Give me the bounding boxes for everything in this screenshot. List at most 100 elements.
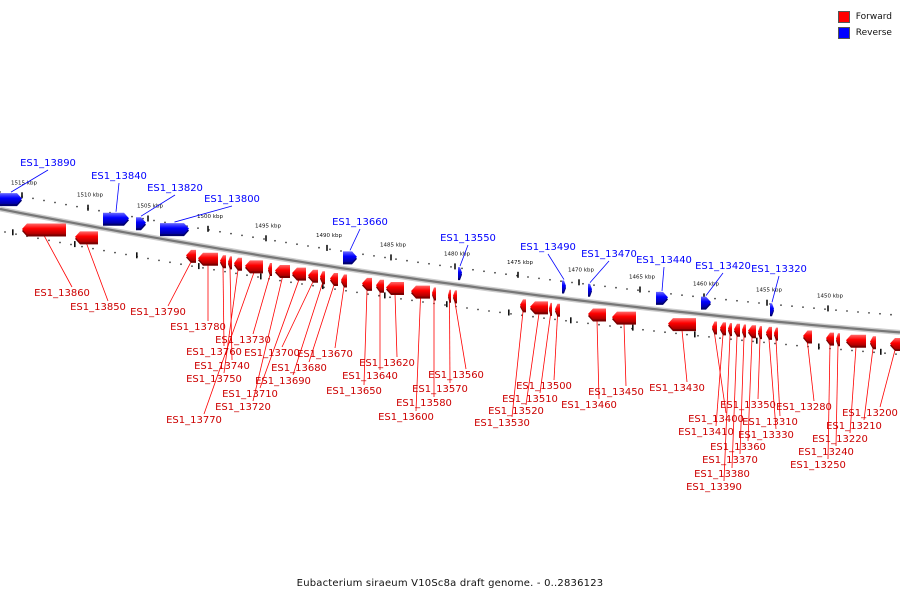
label-forward[interactable]: ES1_13510 bbox=[502, 394, 558, 405]
gene-reverse-6[interactable] bbox=[562, 280, 566, 294]
gene-forward-21[interactable] bbox=[453, 290, 457, 304]
label-forward[interactable]: ES1_13690 bbox=[255, 376, 311, 387]
gene-forward-20[interactable] bbox=[448, 289, 451, 303]
gene-forward-0[interactable] bbox=[22, 223, 66, 237]
gene-forward-17[interactable] bbox=[386, 282, 404, 295]
label-forward[interactable]: ES1_13670 bbox=[297, 349, 353, 360]
label-forward[interactable]: ES1_13360 bbox=[710, 442, 766, 453]
label-reverse[interactable]: ES1_13550 bbox=[440, 233, 496, 244]
label-forward[interactable]: ES1_13380 bbox=[694, 469, 750, 480]
label-forward[interactable]: ES1_13220 bbox=[812, 434, 868, 445]
gene-forward-19[interactable] bbox=[432, 287, 436, 301]
gene-reverse-4[interactable] bbox=[343, 251, 357, 265]
gene-forward-1[interactable] bbox=[75, 231, 98, 245]
gene-forward-12[interactable] bbox=[320, 271, 325, 285]
label-forward[interactable]: ES1_13700 bbox=[244, 348, 300, 359]
gene-forward-6[interactable] bbox=[234, 257, 242, 271]
gene-forward-4[interactable] bbox=[220, 255, 226, 269]
gene-forward-35[interactable] bbox=[758, 326, 762, 340]
label-forward[interactable]: ES1_13330 bbox=[738, 430, 794, 441]
label-forward[interactable]: ES1_13500 bbox=[516, 381, 572, 392]
label-forward[interactable]: ES1_13250 bbox=[790, 460, 846, 471]
label-forward[interactable]: ES1_13350 bbox=[720, 400, 776, 411]
label-reverse[interactable]: ES1_13840 bbox=[91, 171, 147, 182]
gene-forward-3[interactable] bbox=[198, 252, 218, 266]
label-forward[interactable]: ES1_13600 bbox=[378, 412, 434, 423]
label-forward[interactable]: ES1_13850 bbox=[70, 302, 126, 313]
gene-forward-29[interactable] bbox=[712, 321, 717, 335]
gene-reverse-0[interactable] bbox=[0, 193, 22, 207]
gene-forward-24[interactable] bbox=[549, 302, 552, 316]
gene-forward-33[interactable] bbox=[742, 324, 746, 338]
gene-forward-7[interactable] bbox=[245, 260, 263, 274]
label-forward[interactable]: ES1_13200 bbox=[842, 408, 898, 419]
label-forward[interactable]: ES1_13400 bbox=[688, 414, 744, 425]
gene-reverse-8[interactable] bbox=[656, 291, 668, 305]
label-forward[interactable]: ES1_13580 bbox=[396, 398, 452, 409]
gene-forward-37[interactable] bbox=[774, 327, 778, 341]
gene-forward-42[interactable] bbox=[870, 336, 876, 350]
label-forward[interactable]: ES1_13860 bbox=[34, 288, 90, 299]
label-forward[interactable]: ES1_13760 bbox=[186, 347, 242, 358]
label-reverse[interactable]: ES1_13320 bbox=[751, 264, 807, 275]
label-forward[interactable]: ES1_13390 bbox=[686, 482, 742, 493]
label-forward[interactable]: ES1_13680 bbox=[271, 363, 327, 374]
gene-reverse-3[interactable] bbox=[160, 223, 189, 237]
gene-forward-22[interactable] bbox=[520, 299, 526, 313]
label-forward[interactable]: ES1_13450 bbox=[588, 387, 644, 398]
label-reverse[interactable]: ES1_13420 bbox=[695, 261, 751, 272]
label-forward[interactable]: ES1_13370 bbox=[702, 455, 758, 466]
label-forward[interactable]: ES1_13570 bbox=[412, 384, 468, 395]
label-forward[interactable]: ES1_13780 bbox=[170, 322, 226, 333]
label-reverse[interactable]: ES1_13660 bbox=[332, 217, 388, 228]
gene-forward-26[interactable] bbox=[588, 308, 606, 322]
label-forward[interactable]: ES1_13210 bbox=[826, 421, 882, 432]
label-forward[interactable]: ES1_13790 bbox=[130, 307, 186, 318]
label-forward[interactable]: ES1_13740 bbox=[194, 361, 250, 372]
gene-forward-25[interactable] bbox=[555, 303, 560, 317]
gene-reverse-7[interactable] bbox=[588, 283, 592, 297]
gene-forward-5[interactable] bbox=[228, 256, 232, 270]
gene-forward-40[interactable] bbox=[836, 333, 840, 347]
gene-forward-34[interactable] bbox=[748, 325, 756, 339]
label-reverse[interactable]: ES1_13800 bbox=[204, 194, 260, 205]
gene-forward-9[interactable] bbox=[275, 265, 290, 278]
gene-forward-41[interactable] bbox=[846, 334, 866, 348]
gene-forward-27[interactable] bbox=[612, 311, 636, 325]
label-forward[interactable]: ES1_13520 bbox=[488, 406, 544, 417]
gene-reverse-9[interactable] bbox=[701, 296, 711, 310]
label-forward[interactable]: ES1_13710 bbox=[222, 389, 278, 400]
label-forward[interactable]: ES1_13770 bbox=[166, 415, 222, 426]
gene-forward-36[interactable] bbox=[766, 326, 772, 340]
gene-forward-16[interactable] bbox=[376, 279, 384, 293]
label-reverse[interactable]: ES1_13440 bbox=[636, 255, 692, 266]
label-forward[interactable]: ES1_13560 bbox=[428, 370, 484, 381]
label-reverse[interactable]: ES1_13470 bbox=[581, 249, 637, 260]
gene-reverse-10[interactable] bbox=[770, 303, 774, 317]
gene-forward-8[interactable] bbox=[268, 263, 272, 276]
gene-forward-39[interactable] bbox=[826, 332, 834, 346]
gene-forward-43[interactable] bbox=[890, 338, 900, 351]
gene-forward-14[interactable] bbox=[341, 274, 347, 288]
gene-reverse-2[interactable] bbox=[136, 217, 146, 231]
gene-forward-32[interactable] bbox=[734, 323, 740, 337]
gene-forward-13[interactable] bbox=[330, 273, 338, 286]
label-forward[interactable]: ES1_13310 bbox=[742, 417, 798, 428]
gene-forward-2[interactable] bbox=[186, 249, 196, 263]
label-forward[interactable]: ES1_13620 bbox=[359, 358, 415, 369]
label-reverse[interactable]: ES1_13490 bbox=[520, 242, 576, 253]
gene-forward-11[interactable] bbox=[308, 269, 318, 283]
label-forward[interactable]: ES1_13720 bbox=[215, 402, 271, 413]
gene-reverse-5[interactable] bbox=[458, 267, 462, 281]
label-forward[interactable]: ES1_13730 bbox=[215, 335, 271, 346]
label-forward[interactable]: ES1_13410 bbox=[678, 427, 734, 438]
gene-forward-18[interactable] bbox=[411, 285, 430, 299]
label-reverse[interactable]: ES1_13890 bbox=[20, 158, 76, 169]
gene-forward-38[interactable] bbox=[803, 330, 812, 344]
gene-forward-31[interactable] bbox=[728, 323, 732, 337]
gene-forward-30[interactable] bbox=[720, 322, 726, 336]
label-forward[interactable]: ES1_13530 bbox=[474, 418, 530, 429]
label-forward[interactable]: ES1_13460 bbox=[561, 400, 617, 411]
label-forward[interactable]: ES1_13640 bbox=[342, 371, 398, 382]
gene-forward-10[interactable] bbox=[292, 267, 306, 281]
